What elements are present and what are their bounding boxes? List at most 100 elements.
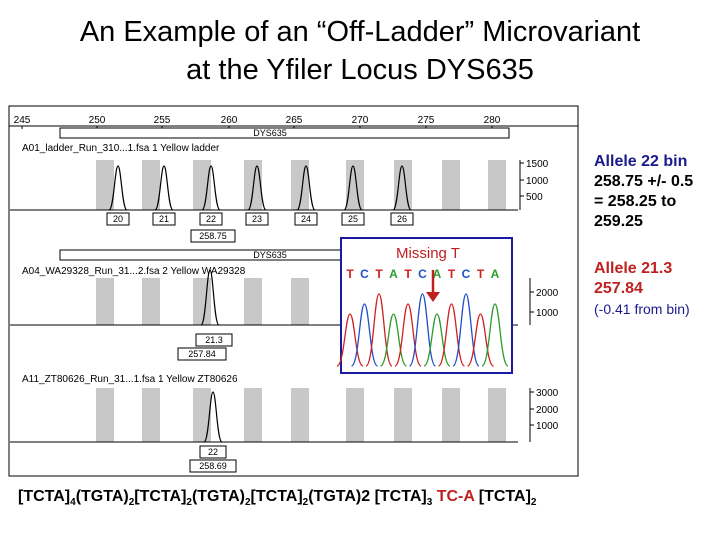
axis-tick-label: 280 xyxy=(484,115,501,126)
ladder-allele-label: 22 xyxy=(206,214,216,224)
seq-part-6: (TGTA)2 [TCTA] xyxy=(308,488,427,505)
base-call: C xyxy=(418,267,427,281)
seq-part-1: [TCTA] xyxy=(18,488,71,505)
sample-2-size-box xyxy=(177,347,227,361)
base-call: T xyxy=(375,267,383,281)
sample-3-size-box xyxy=(189,459,237,473)
trace-peak xyxy=(423,313,451,367)
allele-22-line-1: Allele 22 bin xyxy=(594,153,688,170)
seq-part-5: [TCTA] xyxy=(250,488,303,505)
panel-2-y-ticks: 2000 1000 xyxy=(530,288,559,319)
slide-title-line-1: An Example of an “Off-Ladder” Microvaria… xyxy=(79,16,641,48)
ladder-peaks xyxy=(108,165,412,211)
allele-22-line-4: 259.25 xyxy=(594,213,643,230)
axis-tick-label: 250 xyxy=(89,115,106,126)
sample-3-size-label: 258.69 xyxy=(199,461,227,471)
ladder-size-label: 258.75 xyxy=(199,231,227,241)
sample-3-allele-box xyxy=(199,445,227,459)
allele-bin xyxy=(193,160,211,210)
panel-3-y-ticks: 3000 2000 1000 xyxy=(530,388,559,432)
allele-21-3-line-2: 257.84 xyxy=(594,280,643,297)
allele-bin xyxy=(142,388,160,442)
y-tick-label: 1000 xyxy=(536,421,559,432)
ladder-allele-label: 23 xyxy=(252,214,262,224)
y-tick-label: 3000 xyxy=(536,388,559,399)
allele-21-3-line-1: Allele 21.3 xyxy=(594,260,673,277)
y-tick-label: 1000 xyxy=(536,308,559,319)
ladder-allele-label: 21 xyxy=(159,214,169,224)
ladder-peak xyxy=(154,165,174,211)
sample-3-peak xyxy=(203,391,223,443)
allele-bin xyxy=(142,278,160,325)
axis-tick-label: 245 xyxy=(14,115,31,126)
seq-sub-2: 2 xyxy=(128,497,135,509)
locus-bar-1 xyxy=(59,127,510,139)
ladder-allele-box xyxy=(152,212,176,226)
sample-3-allele-label: 22 xyxy=(208,447,218,457)
allele-bin xyxy=(394,388,412,442)
chromatogram-traces xyxy=(336,293,509,367)
base-call: C xyxy=(462,267,471,281)
allele-bin xyxy=(442,160,460,210)
allele-22-line-2: 258.75 +/- 0.5 xyxy=(594,173,694,190)
trace-peak xyxy=(350,303,379,367)
sequence-inset xyxy=(340,237,513,374)
allele-bin xyxy=(291,278,309,325)
base-call: A xyxy=(433,267,442,281)
ladder-allele-box xyxy=(245,212,269,226)
allele-21-3-note: Allele 21.3 257.84 (-0.41 from bin) xyxy=(594,259,714,319)
base-call: T xyxy=(404,267,412,281)
ladder-peak xyxy=(392,165,412,211)
ladder-allele-label: 20 xyxy=(113,214,123,224)
axis-tick-label: 265 xyxy=(286,115,303,126)
trace-peak xyxy=(394,303,422,367)
seq-sub-6: 3 xyxy=(426,497,433,509)
y-tick-label: 2000 xyxy=(536,405,559,416)
locus-name-1: DYS635 xyxy=(253,128,287,138)
allele-bin xyxy=(142,160,160,210)
seq-sub-4: 2 xyxy=(244,497,251,509)
ladder-allele-box xyxy=(341,212,365,226)
seq-part-8: [TCTA] xyxy=(474,488,531,505)
base-call: A xyxy=(491,267,500,281)
panel-2-header: A04_WA29328_Run_31...2.fsa 2 Yellow WA29… xyxy=(22,266,246,277)
allele-bins-3 xyxy=(96,388,506,442)
ladder-peak xyxy=(201,165,221,211)
sample-2-size-label: 257.84 xyxy=(188,349,216,359)
axis-tick-label: 255 xyxy=(154,115,171,126)
allele-bin xyxy=(244,388,262,442)
base-call: T xyxy=(477,267,485,281)
trace-peak xyxy=(336,313,364,367)
axis-tick-label: 260 xyxy=(221,115,238,126)
ladder-allele-label: 26 xyxy=(397,214,407,224)
allele-bin xyxy=(193,278,211,325)
allele-bin xyxy=(193,388,211,442)
axis-tick-label: 275 xyxy=(418,115,435,126)
seq-sub-5: 2 xyxy=(302,497,309,509)
base-call: T xyxy=(346,267,354,281)
allele-bin xyxy=(488,388,506,442)
ladder-allele-label: 25 xyxy=(348,214,358,224)
seq-part-2: (TGTA) xyxy=(75,488,129,505)
ladder-peak xyxy=(108,165,128,211)
seq-part-3: [TCTA] xyxy=(134,488,187,505)
seq-sub-1: 4 xyxy=(70,497,76,509)
allele-22-bin-note: Allele 22 bin 258.75 +/- 0.5 = 258.25 to… xyxy=(594,152,714,232)
allele-bin xyxy=(346,388,364,442)
base-call: C xyxy=(360,267,369,281)
ladder-allele-box xyxy=(390,212,414,226)
locus-name-2: DYS635 xyxy=(253,250,287,260)
ladder-peak xyxy=(296,165,316,211)
missing-t-label: Missing T xyxy=(396,245,460,262)
base-call: A xyxy=(389,267,398,281)
y-tick-label: 500 xyxy=(526,192,543,203)
base-call: T xyxy=(448,267,456,281)
sample-2-peak xyxy=(200,269,220,326)
sample-2-allele-box xyxy=(195,333,233,347)
y-tick-label: 1000 xyxy=(526,176,549,187)
axis-tick-label: 270 xyxy=(352,115,369,126)
trace-peak xyxy=(466,313,495,367)
seq-sub-8: 2 xyxy=(530,497,537,509)
seq-part-variant: TC-A xyxy=(432,488,475,505)
